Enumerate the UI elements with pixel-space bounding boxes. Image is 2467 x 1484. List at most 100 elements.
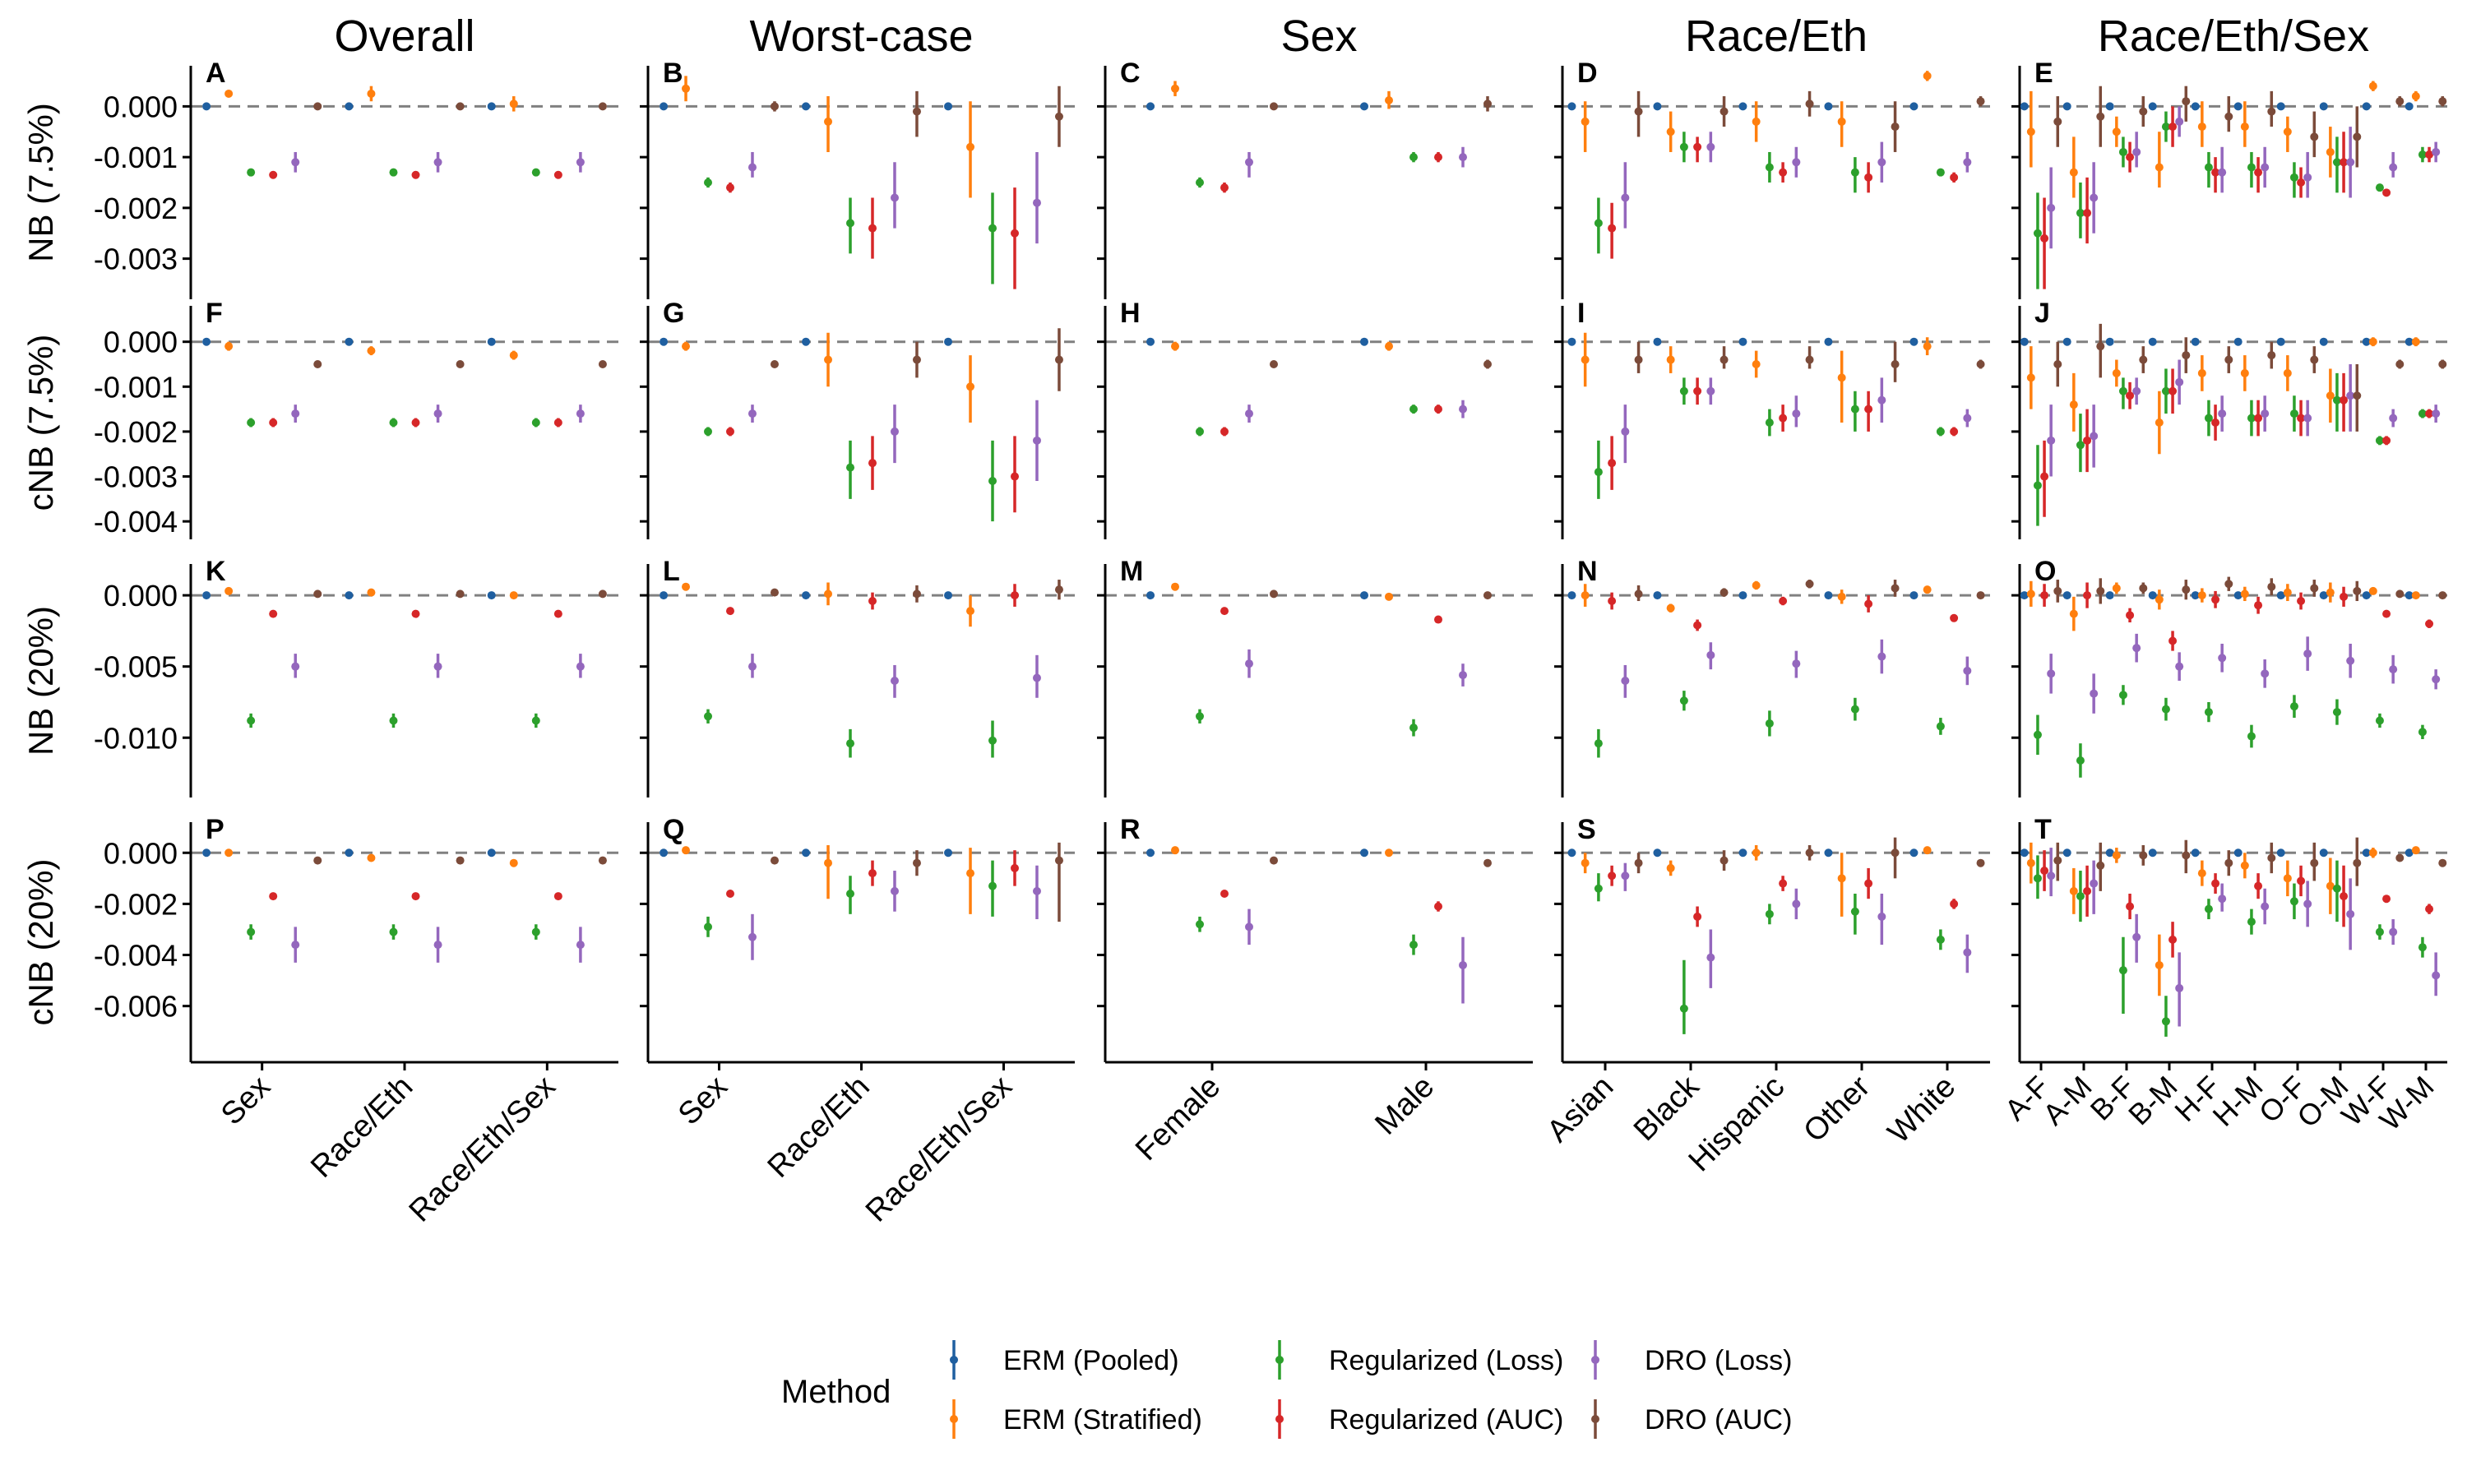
estimate-point (2289, 702, 2298, 711)
estimate-point (1459, 153, 1467, 162)
estimate-point (2132, 147, 2141, 156)
estimate-point (725, 607, 734, 616)
estimate-point (202, 848, 211, 858)
estimate-point (509, 99, 518, 109)
estimate-point (1792, 659, 1801, 668)
estimate-point (2139, 355, 2148, 364)
estimate-point (1779, 414, 1788, 423)
estimate-point (1581, 117, 1590, 126)
estimate-point (1976, 858, 1985, 867)
estimate-point (2053, 117, 2062, 126)
estimate-point (2326, 147, 2335, 156)
estimate-point (2438, 591, 2447, 600)
estimate-point (2310, 584, 2319, 593)
estimate-point (824, 355, 833, 364)
panel-letter: G (663, 298, 684, 329)
estimate-point (2155, 418, 2164, 427)
estimate-point (367, 89, 376, 98)
panel-letter: B (663, 58, 683, 89)
estimate-point (1385, 592, 1393, 601)
estimate-point (1608, 459, 1617, 468)
estimate-point (2040, 233, 2049, 243)
estimate-point (2126, 902, 2135, 911)
estimate-point (2303, 414, 2312, 423)
estimate-point (2267, 853, 2276, 862)
estimate-point (1679, 386, 1688, 395)
estimate-point (2047, 871, 2056, 881)
estimate-point (2276, 591, 2285, 600)
estimate-point (2069, 168, 2078, 177)
estimate-point (2204, 414, 2213, 423)
estimate-point (1245, 659, 1253, 668)
estimate-point (1032, 198, 1041, 207)
y-tick-label: -0.002 (94, 415, 178, 449)
estimate-point (202, 337, 211, 346)
estimate-point (487, 102, 496, 111)
estimate-point (598, 102, 607, 111)
estimate-point (802, 848, 811, 858)
estimate-point (2418, 728, 2427, 737)
estimate-point (868, 459, 877, 468)
estimate-point (2204, 163, 2213, 172)
x-tick-label: Race/Eth (304, 1070, 419, 1185)
estimate-point (966, 142, 975, 151)
estimate-point (2340, 892, 2349, 901)
estimate-point (2289, 897, 2298, 906)
estimate-point (2405, 337, 2414, 346)
estimate-point (770, 588, 779, 597)
estimate-point (2118, 691, 2127, 700)
estimate-point (2020, 591, 2029, 600)
estimate-point (1936, 722, 1945, 731)
estimate-point (1679, 142, 1688, 151)
estimate-point (660, 848, 669, 858)
estimate-point (1270, 856, 1278, 865)
estimate-point (2062, 102, 2071, 111)
estimate-point (704, 427, 713, 436)
estimate-point (1220, 889, 1229, 898)
estimate-point (2076, 756, 2085, 765)
estimate-point (2254, 601, 2263, 610)
estimate-point (2211, 595, 2220, 604)
y-tick-label: -0.001 (94, 370, 178, 404)
estimate-point (2362, 102, 2371, 111)
estimate-point (2175, 117, 2184, 126)
estimate-point (1936, 935, 1945, 944)
estimate-point (966, 382, 975, 391)
estimate-point (1706, 142, 1715, 151)
estimate-point (456, 360, 465, 368)
panel-letter: C (1120, 58, 1141, 89)
estimate-point (1196, 712, 1204, 721)
estimate-point (1706, 953, 1715, 962)
estimate-point (1054, 355, 1063, 364)
estimate-point (704, 922, 713, 932)
estimate-point (824, 858, 833, 867)
estimate-point (576, 158, 585, 167)
estimate-point (487, 848, 496, 858)
estimate-point (1950, 613, 1959, 622)
estimate-point (1621, 193, 1630, 202)
estimate-point (1196, 427, 1204, 436)
estimate-point (487, 337, 496, 346)
estimate-point (2218, 654, 2227, 663)
legend-title: Method (781, 1374, 891, 1410)
estimate-point (2362, 848, 2371, 858)
estimate-point (2382, 609, 2391, 618)
estimate-point (2175, 662, 2184, 671)
estimate-point (2191, 102, 2200, 111)
estimate-point (2395, 360, 2405, 368)
y-tick-label: -0.003 (94, 243, 178, 276)
estimate-point (2062, 848, 2071, 858)
estimate-point (944, 337, 953, 346)
estimate-point (1936, 427, 1945, 436)
estimate-point (1653, 337, 1662, 346)
estimate-point (2020, 848, 2029, 858)
panel-letter: P (206, 814, 224, 845)
estimate-point (1950, 173, 1959, 182)
estimate-point (411, 170, 420, 179)
estimate-point (725, 183, 734, 192)
estimate-point (2346, 909, 2355, 918)
estimate-point (2126, 611, 2135, 620)
estimate-point (1220, 607, 1229, 616)
estimate-point (748, 163, 757, 172)
column-title: Overall (334, 12, 474, 61)
